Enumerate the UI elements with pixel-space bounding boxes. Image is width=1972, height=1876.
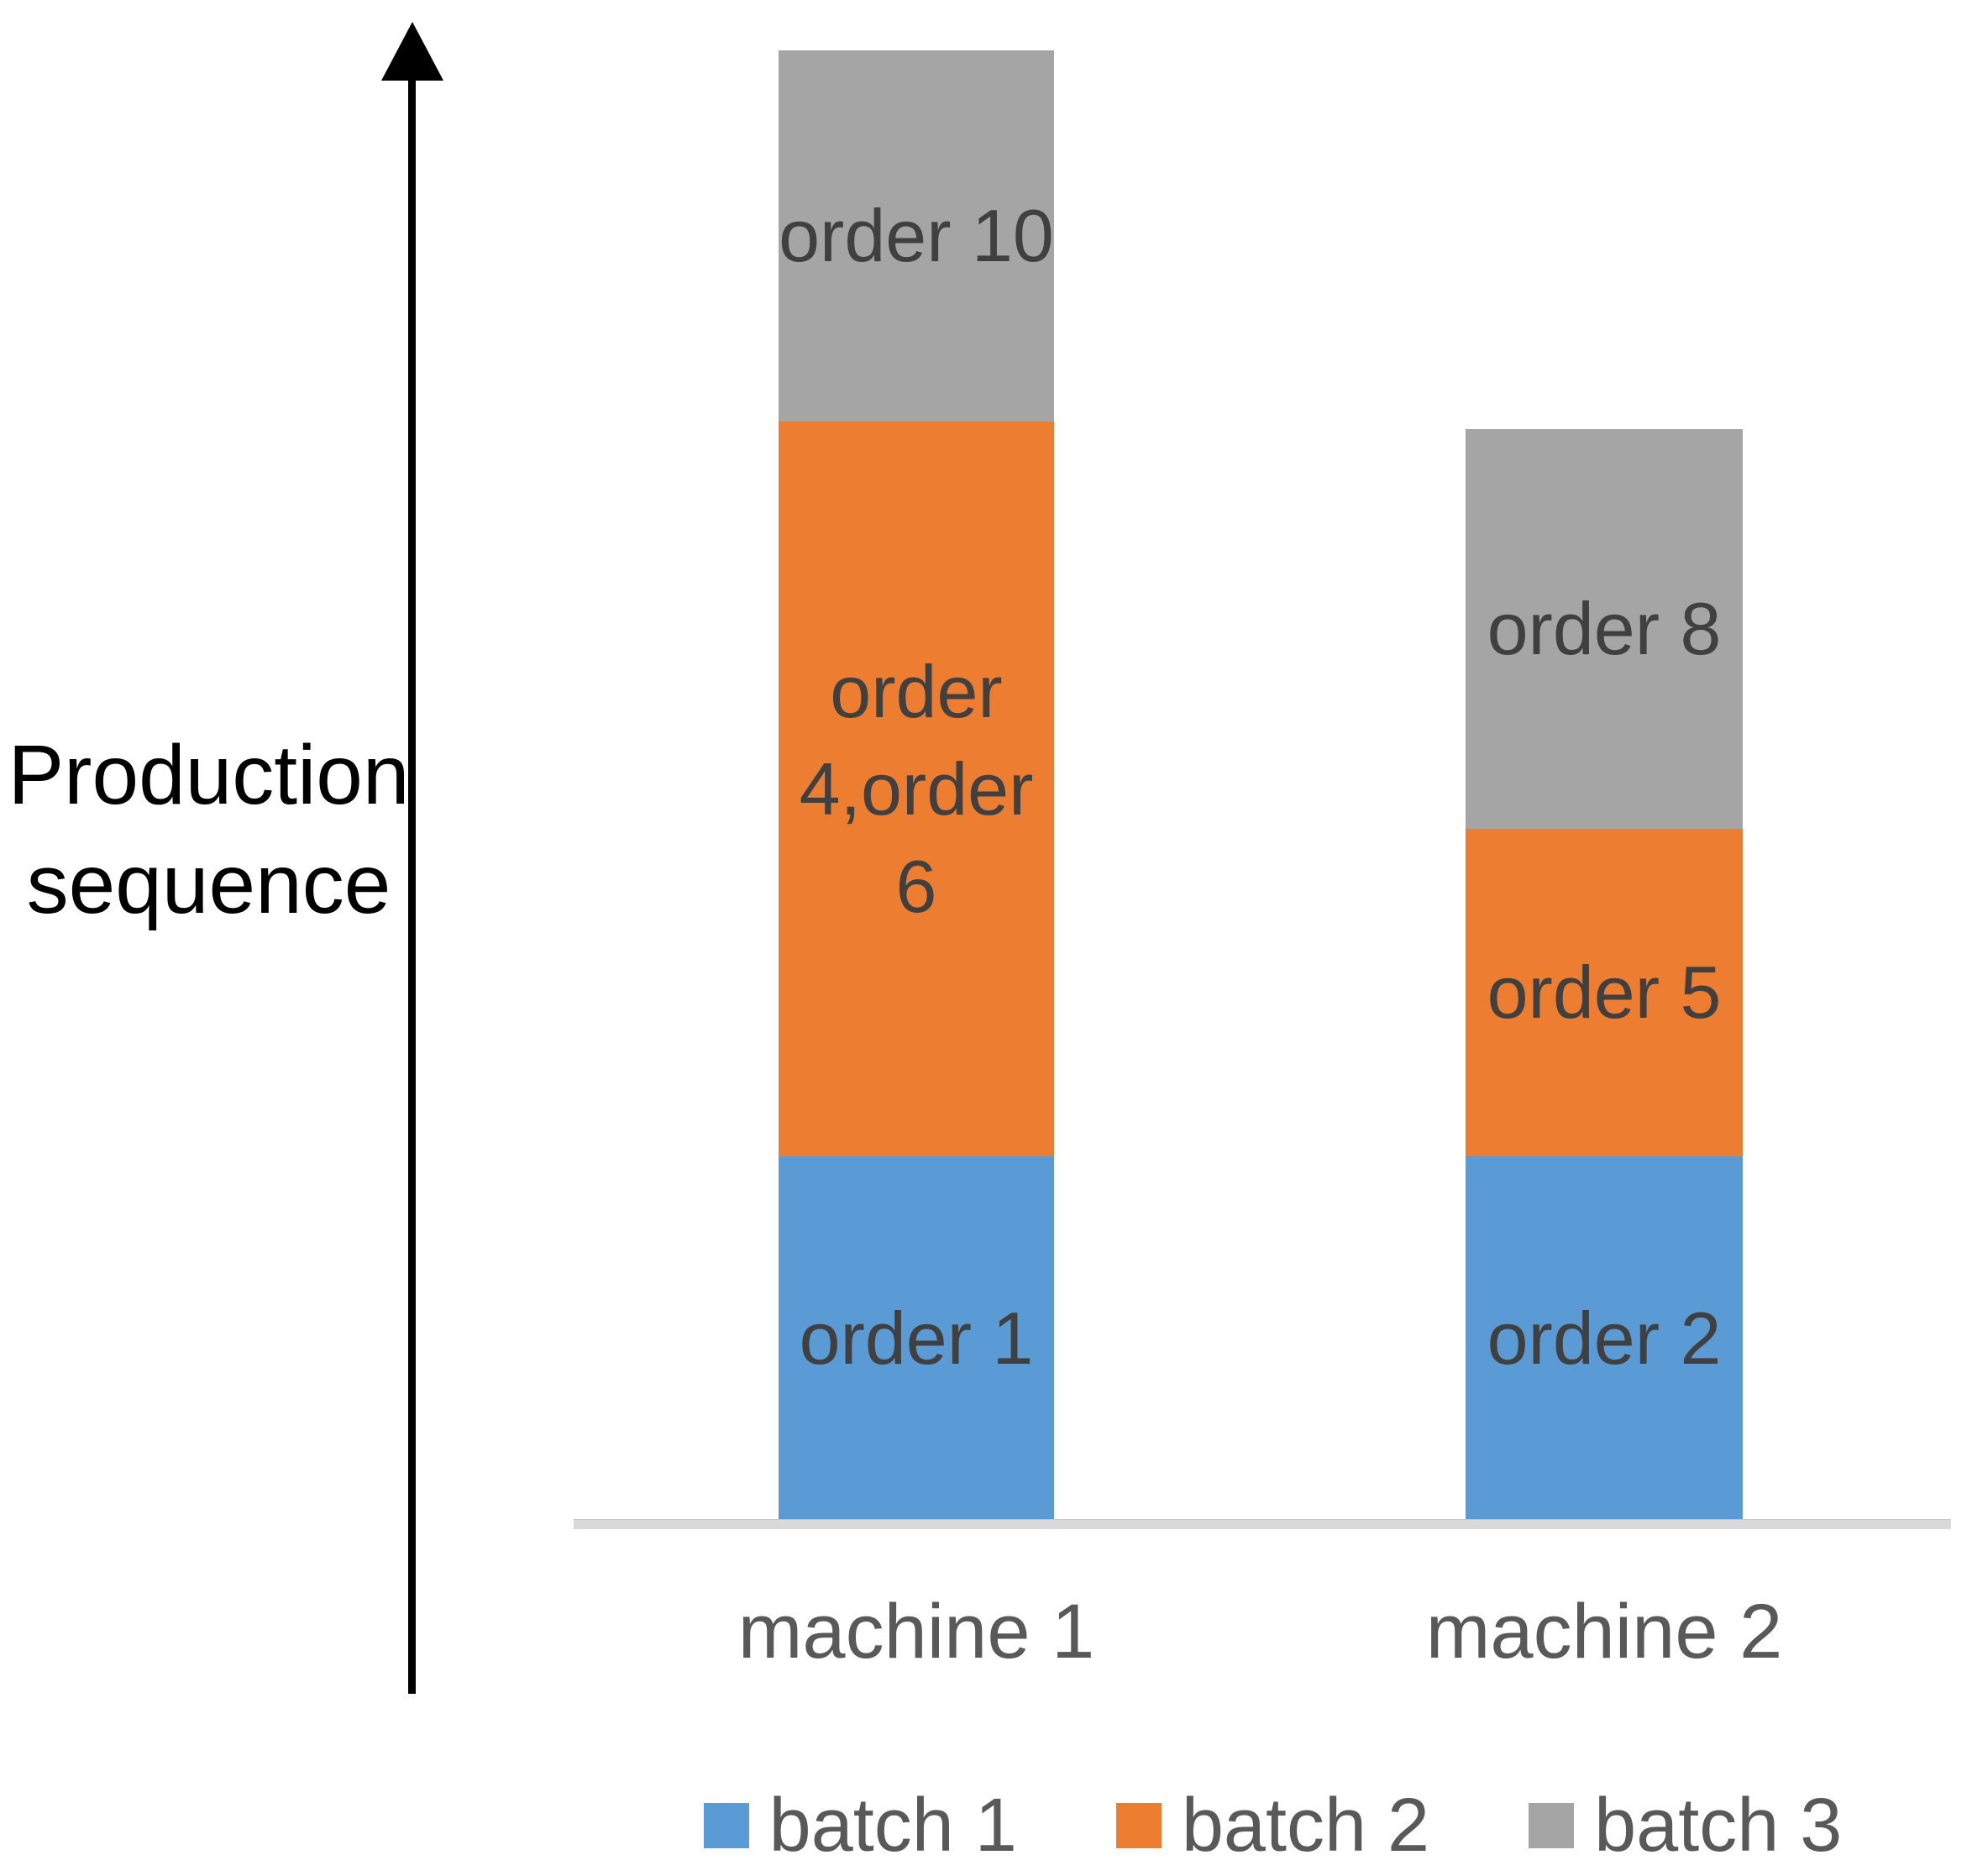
bar-machine-1: order 10 order 4,order 6 order 1 bbox=[779, 50, 1054, 1520]
bar-segment-batch-3: order 8 bbox=[1466, 429, 1743, 829]
segment-label: order 5 bbox=[1487, 951, 1722, 1034]
bar-machine-2: order 8 order 5 order 2 bbox=[1466, 429, 1743, 1520]
segment-label: order 2 bbox=[1487, 1296, 1722, 1380]
legend-swatch-icon bbox=[1115, 1803, 1162, 1848]
category-label-machine-1: machine 1 bbox=[737, 1589, 1095, 1674]
bar-segment-batch-2: order 4,order 6 bbox=[779, 422, 1054, 1156]
legend-item-batch-1: batch 1 bbox=[703, 1784, 1017, 1868]
bar-segment-batch-1: order 2 bbox=[1466, 1156, 1743, 1520]
segment-label: order 8 bbox=[1487, 587, 1722, 670]
bar-segment-batch-2: order 5 bbox=[1466, 829, 1743, 1156]
legend-label: batch 1 bbox=[768, 1784, 1017, 1868]
legend-swatch-icon bbox=[1529, 1803, 1575, 1848]
legend-label: batch 3 bbox=[1594, 1784, 1843, 1868]
segment-label: order 1 bbox=[799, 1296, 1034, 1380]
y-axis-label: Production sequence bbox=[8, 728, 410, 931]
x-axis-baseline bbox=[574, 1520, 1951, 1529]
y-axis-arrow-head-icon bbox=[381, 22, 443, 81]
legend-swatch-icon bbox=[703, 1803, 749, 1848]
segment-label: order 4,order 6 bbox=[799, 649, 1034, 928]
legend-item-batch-2: batch 2 bbox=[1115, 1784, 1430, 1868]
legend: batch 1 batch 2 batch 3 bbox=[574, 1785, 1972, 1866]
segment-label: order 10 bbox=[779, 194, 1054, 277]
category-label-machine-2: machine 2 bbox=[1425, 1589, 1783, 1674]
y-axis-arrow-line bbox=[408, 76, 416, 1694]
legend-item-batch-3: batch 3 bbox=[1529, 1785, 1842, 1866]
bar-segment-batch-3: order 10 bbox=[779, 50, 1054, 422]
legend-label: batch 2 bbox=[1181, 1784, 1430, 1868]
bar-segment-batch-1: order 1 bbox=[779, 1156, 1054, 1520]
